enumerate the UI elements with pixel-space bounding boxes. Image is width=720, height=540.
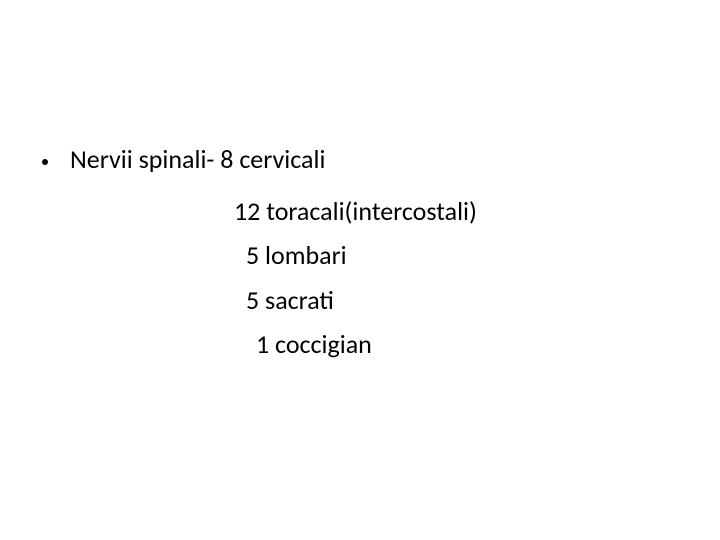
list-text-line4: 5 sacrati — [246, 280, 477, 320]
list-text-line5: 1 coccigian — [256, 324, 477, 364]
list-text-line1: Nervii spinali- 8 cervicali — [70, 140, 325, 179]
list-text-line3: 5 lombari — [246, 235, 477, 275]
bullet-item: Nervii spinali- 8 cervicali — [42, 140, 477, 179]
slide-content: Nervii spinali- 8 cervicali 12 toracali(… — [42, 140, 477, 368]
bullet-icon — [42, 159, 48, 165]
list-text-line2: 12 toracali(intercostali) — [234, 191, 477, 231]
